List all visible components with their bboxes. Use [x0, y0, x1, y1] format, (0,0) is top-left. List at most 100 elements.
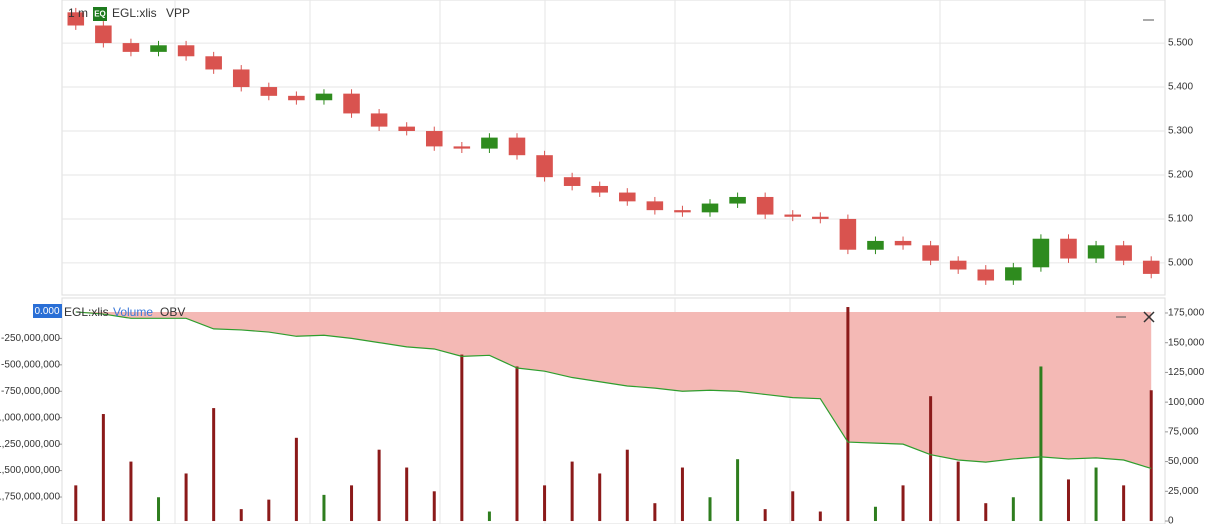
volume-bar: [625, 449, 629, 522]
candle-body: [922, 245, 939, 261]
candle-body: [756, 196, 774, 215]
volume-bar: [101, 414, 105, 522]
symbol[interactable]: EGL:xlis: [64, 305, 109, 319]
y-tick-label: 5.000: [1168, 258, 1193, 269]
volume-bar: [487, 511, 491, 522]
volume-bar: [1011, 497, 1015, 522]
study[interactable]: VPP: [166, 6, 190, 20]
volume-bar: [74, 485, 78, 522]
volume-bar: [350, 485, 354, 522]
y2-tick-label: 50,000: [1168, 456, 1199, 467]
candle-body: [508, 137, 526, 156]
candle-body: [949, 260, 967, 270]
y-tick-label: 5.400: [1168, 82, 1193, 93]
candle-body: [150, 45, 167, 52]
y2-tick-label: 75,000: [1168, 427, 1199, 438]
candle-body: [1005, 267, 1022, 281]
candle-body: [122, 43, 140, 52]
candle-body: [701, 203, 719, 213]
candle-body: [563, 177, 581, 186]
candle-body: [370, 113, 388, 127]
volume-bar: [818, 511, 822, 522]
volume-bar: [653, 503, 657, 522]
candle-body: [315, 93, 333, 101]
y2-tick-label: 0: [1168, 516, 1174, 524]
candle-body: [425, 131, 443, 147]
obv-area: [75, 311, 1152, 469]
volume-bar: [1039, 366, 1043, 522]
volume-bar: [763, 509, 767, 522]
obv-badge-bg: [33, 304, 62, 318]
volume-bar: [129, 461, 133, 522]
candle-body: [619, 192, 636, 202]
candle-body: [1032, 238, 1050, 268]
candle-body: [729, 196, 746, 204]
y2-tick-label: 175,000: [1168, 308, 1205, 319]
volume-bar: [680, 467, 684, 522]
candle-body: [812, 216, 829, 219]
obv-badge: 0.000: [34, 306, 59, 317]
y-tick-label: -1,000,000,000: [0, 412, 60, 423]
y-tick-label: -1,250,000,000: [0, 439, 60, 450]
candle-body: [839, 218, 857, 250]
volume-bar: [956, 461, 960, 522]
y-tick-label: -750,000,000: [1, 386, 60, 397]
volume-bar: [432, 491, 436, 522]
volume-bar: [570, 461, 574, 522]
price-panel: [61, 0, 1166, 296]
y-tick-label: -1,750,000,000: [0, 492, 60, 503]
candle-body: [67, 12, 85, 26]
candle-body: [894, 240, 912, 246]
candle-body: [260, 87, 278, 96]
y2-tick-label: 150,000: [1168, 337, 1205, 348]
candle-body: [205, 56, 222, 70]
volume-bar: [377, 449, 381, 522]
y-tick-label: -500,000,000: [1, 359, 60, 370]
volume-bar: [1149, 390, 1153, 522]
volume-bar: [1066, 479, 1070, 522]
candle-body: [1087, 245, 1105, 259]
candle-body: [232, 69, 250, 88]
volume-bar: [1094, 467, 1098, 522]
volume-bar: [598, 473, 602, 522]
y-tick-label: 5.200: [1168, 170, 1193, 181]
y-tick-label: 5.100: [1168, 214, 1193, 225]
candle-body: [867, 240, 884, 250]
volume-bar: [846, 307, 850, 522]
volume-bar: [901, 485, 905, 522]
obv-line: [75, 311, 1152, 470]
candle-body: [1142, 260, 1160, 274]
volume-bar: [543, 485, 547, 522]
volume-bar: [184, 473, 188, 522]
y-tick-label: -250,000,000: [1, 333, 60, 344]
volume-bar: [873, 506, 877, 522]
volume-bar: [212, 408, 216, 522]
candle-body: [343, 93, 360, 114]
eq-badge: EQ: [94, 10, 106, 19]
volume-bar: [984, 503, 988, 522]
close-button[interactable]: [1143, 311, 1155, 323]
y2-tick-label: 100,000: [1168, 397, 1205, 408]
obv-legend[interactable]: OBV: [160, 305, 185, 319]
candle-body: [95, 25, 112, 44]
volume-bar: [929, 396, 933, 522]
symbol[interactable]: EGL:xlis: [112, 6, 157, 20]
y2-tick-label: 125,000: [1168, 367, 1205, 378]
candle-body: [646, 201, 664, 211]
candle-body: [591, 185, 608, 193]
candle-body: [977, 269, 995, 281]
volume-bar: [515, 366, 519, 522]
volume-bar: [1122, 485, 1126, 522]
y2-tick-label: 25,000: [1168, 486, 1199, 497]
candle-body: [1060, 238, 1077, 259]
interval[interactable]: 1 m: [68, 6, 88, 20]
volume-bar: [736, 459, 740, 522]
y-tick-label: 5.500: [1168, 38, 1193, 49]
volume-legend[interactable]: Volume: [113, 305, 153, 319]
candle-body: [674, 210, 691, 213]
volume-bar: [157, 497, 161, 522]
volume-bar: [708, 497, 712, 522]
volume-bar: [239, 509, 243, 522]
